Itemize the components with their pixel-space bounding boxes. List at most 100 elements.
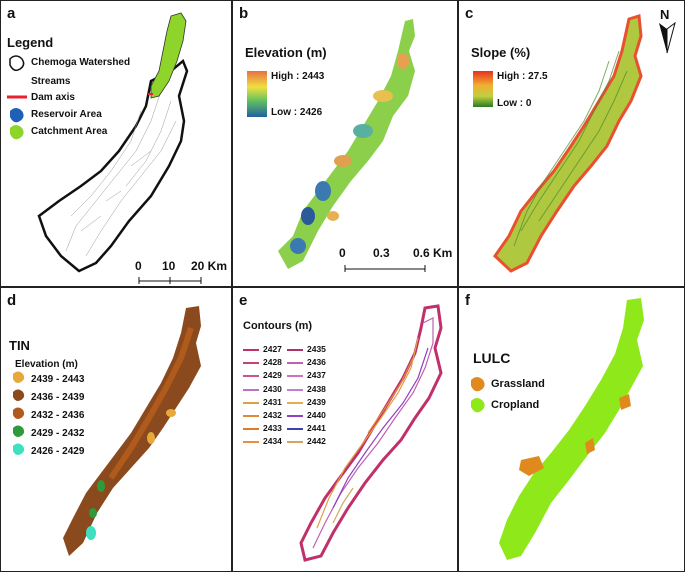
watershed-boundary [37,58,189,273]
contour-label: 2440 [307,410,326,420]
watershed-map [7,12,202,284]
scale-a-0: 0 [135,259,142,273]
contour-label: 2438 [307,383,326,394]
legend-title: Legend [7,35,54,50]
reservoir-legend-icon [10,108,24,123]
panel-c: c Slope (%) High : [458,0,685,287]
north-arrow [659,21,676,54]
contour-label: 2428 [263,357,282,368]
panel-f-label: f [465,292,470,309]
slope-legend-ramp [473,71,493,107]
lulc-grassland: Grassland [491,378,545,390]
cropland-area [499,298,644,560]
contour-label: 2431 [263,396,282,407]
contour-swatch [243,375,259,378]
panel-e: e Contours (m) 2427 2428 2429 2430 2431 2432 2… [232,287,458,572]
contour-swatch [287,441,303,444]
legend-streams: Streams [31,76,71,87]
contour-swatch [243,441,259,444]
slope-surface [493,14,643,273]
elevation-surface [278,19,415,269]
slope-map [473,14,676,273]
scale-bar-a [138,277,202,284]
scale-a-10: 10 [162,259,176,273]
cropland-legend-icon [471,398,485,413]
tin-subtitle: Elevation (m) [15,359,78,370]
streams [65,90,177,257]
scale-b-0-6: 0.6 Km [413,246,453,260]
dam-axis [148,93,153,95]
tin-class-3: 2432 - 2436 [31,410,85,421]
contour-label: 2433 [263,423,282,434]
contour-label: 2430 [263,383,282,394]
contour-label: 2434 [263,436,282,447]
contour-label: 2436 [307,357,326,368]
tin-map [13,306,201,556]
panel-e-label: e [239,292,248,309]
contour-swatch [287,375,303,378]
tin-class-4: 2429 - 2432 [31,428,85,439]
panel-c-label: c [465,5,474,22]
tin-title: TIN [9,338,30,353]
panel-a: a Legend C [0,0,232,287]
panel-b: b [232,0,458,287]
contour-map [299,304,443,562]
contour-label: 2429 [263,370,282,381]
contour-label: 2435 [307,344,326,354]
legend-watershed: Chemoga Watershed [31,57,131,68]
slope-high: High : 27.5 [497,71,548,82]
grassland-area-2 [619,394,631,410]
legend-catchment: Catchment Area [31,126,108,137]
panel-b-label: b [239,5,249,22]
contour-swatch [287,415,303,417]
elevation-legend-ramp [247,71,267,117]
elevation-title: Elevation (m) [245,45,327,60]
catchment-area [150,12,187,99]
contour-swatch [243,401,259,404]
contour-label: 2432 [263,410,282,420]
lulc-title: LULC [473,350,511,366]
contour-label: 2439 [307,396,326,407]
contour-label: 2437 [307,370,326,381]
grassland-area-3 [585,438,595,454]
contour-swatch [243,415,259,417]
lulc-cropland: Cropland [491,399,540,411]
elevation-low: Low : 2426 [271,107,323,118]
panel-f: f LULC Grassland Cropland [458,287,685,572]
watershed-legend-icon [9,55,25,72]
contour-swatch [243,349,259,351]
contour-label: 2441 [307,423,326,434]
contour-swatch [243,362,259,365]
scale-b-0: 0 [339,246,346,260]
tin-class-5: 2426 - 2429 [31,446,85,457]
tin-class-2: 2436 - 2439 [31,392,85,403]
legend-reservoir: Reservoir Area [31,109,102,120]
panel-d-label: d [7,292,17,309]
contour-label: 2427 [263,344,282,354]
scale-a-20: 20 Km [191,259,228,273]
contour-swatch [287,401,303,404]
contour-swatch [287,428,303,431]
elevation-map [247,19,426,272]
slope-low: Low : 0 [497,98,532,109]
contour-swatch [287,388,303,391]
contour-swatch [287,349,303,351]
scale-bar-b [344,265,426,272]
tin-legend [13,371,25,455]
contour-swatch [287,362,303,365]
lulc-map [471,298,644,560]
panel-a-label: a [7,5,16,22]
contour-swatch [243,428,259,431]
slope-title: Slope (%) [471,45,531,60]
panel-d: d TIN Elevation (m) 2439 - 2443 2436 - 2… [0,287,232,572]
contour-swatch [243,388,259,391]
grassland-area-1 [519,456,544,476]
catchment-legend-icon [10,125,24,140]
elevation-high: High : 2443 [271,71,325,82]
scale-b-0-3: 0.3 [373,246,390,260]
north-label: N [660,7,670,22]
contour-label: 2442 [307,436,326,447]
contours-title: Contours (m) [243,320,313,332]
tin-class-1: 2439 - 2443 [31,374,85,385]
